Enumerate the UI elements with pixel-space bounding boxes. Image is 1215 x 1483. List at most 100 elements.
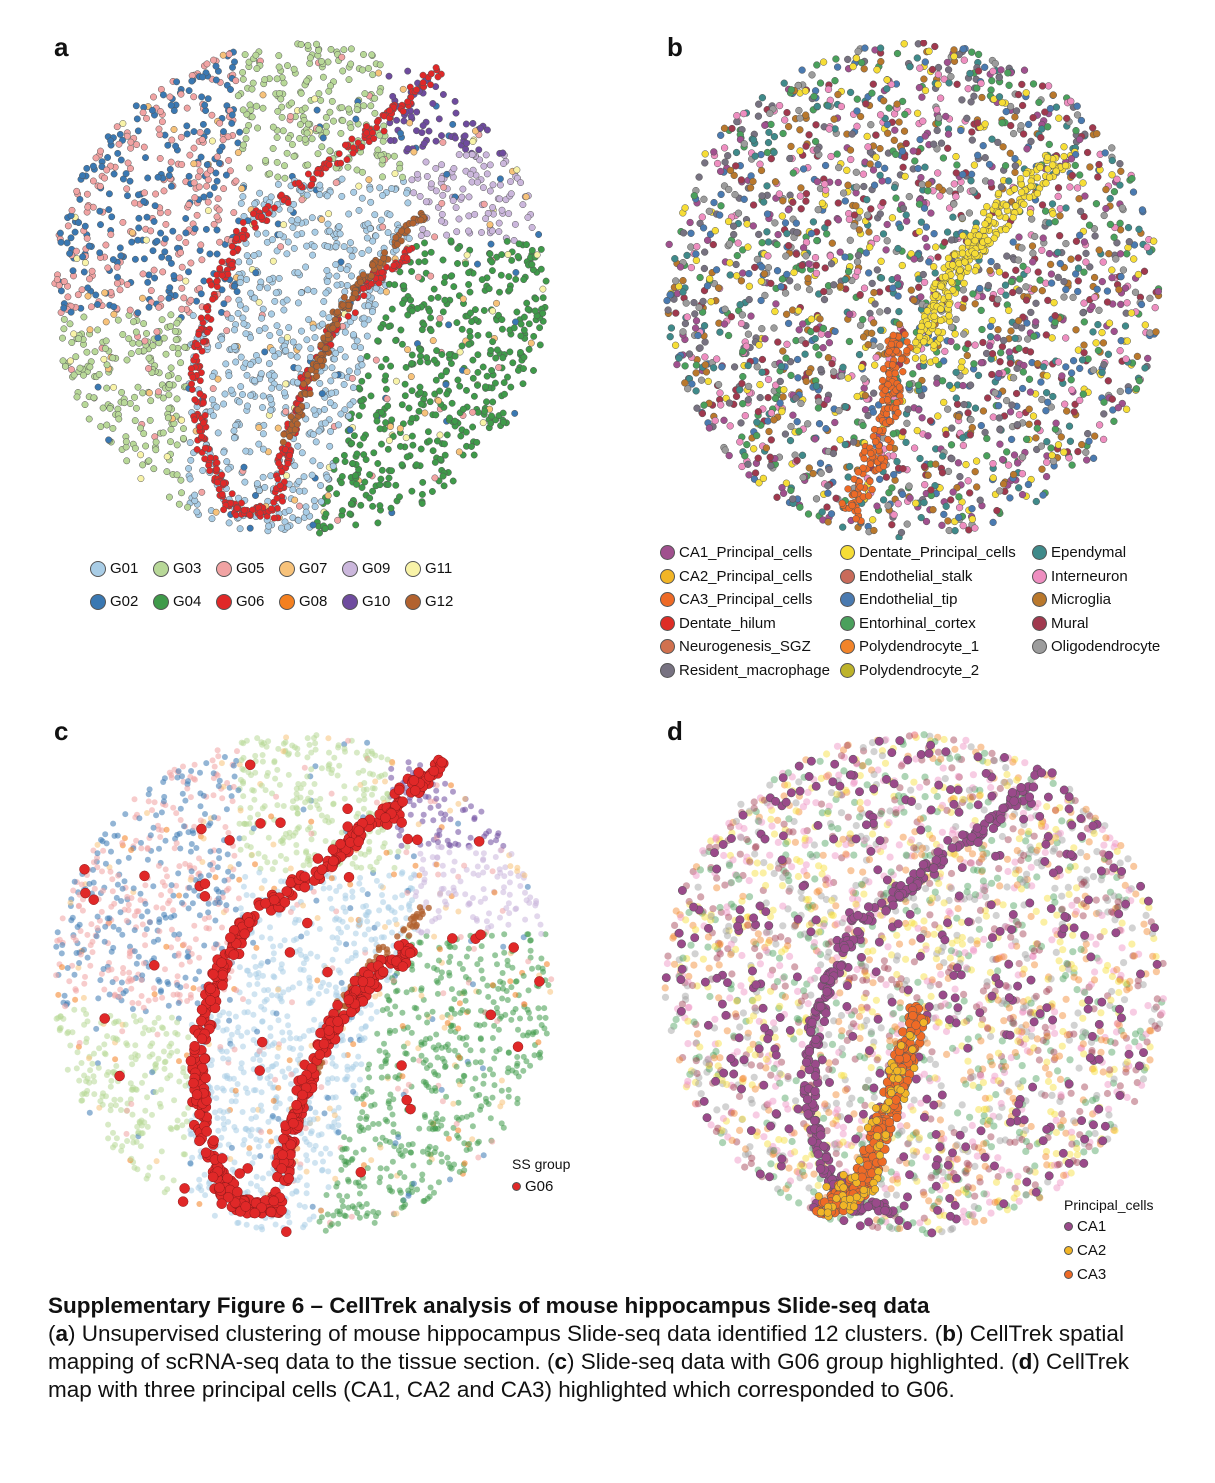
cell-point-interneuron xyxy=(951,181,958,188)
cell-point-g04 xyxy=(349,440,355,446)
cell-point-g12 xyxy=(317,357,323,363)
cell-point-resident-macrophage xyxy=(665,307,672,314)
cell-point-microglia xyxy=(1008,328,1015,335)
cell-point-interneuron xyxy=(865,144,872,151)
cell-point-endothelial-tip xyxy=(1038,379,1045,386)
cell-point-microglia xyxy=(831,116,838,123)
cell-point-mural xyxy=(873,132,880,139)
cell-point-resident-macrophage xyxy=(691,299,698,306)
cell-point-entorhinal-cortex xyxy=(834,151,841,158)
cell-point-dentate-principal-cells xyxy=(1142,322,1149,329)
cell-point-ependymal xyxy=(1079,357,1086,364)
cell-point-g05 xyxy=(177,249,183,255)
cell-point-g04 xyxy=(499,316,505,322)
cell-point-g04 xyxy=(399,341,405,347)
cell-point-g01 xyxy=(268,194,274,200)
cell-point-g03 xyxy=(328,46,334,52)
cell-point-dentate-principal-cells xyxy=(971,162,978,169)
cell-point-interneuron xyxy=(721,145,728,152)
cell-point-ependymal xyxy=(903,212,910,219)
cell-point-dentate-principal-cells xyxy=(705,378,712,385)
cell-point-g01 xyxy=(281,390,287,396)
cell-point-g02 xyxy=(192,226,198,232)
cell-point-g06 xyxy=(400,108,406,114)
cell-point-g03 xyxy=(339,104,345,110)
cell-point-ependymal xyxy=(967,70,974,77)
cell-point-g03 xyxy=(131,394,137,400)
cell-point-interneuron xyxy=(797,193,804,200)
cell-point-endothelial-tip xyxy=(1090,455,1097,462)
cell-point-entorhinal-cortex xyxy=(832,77,839,84)
cell-point-oligodendrocyte xyxy=(1019,245,1026,252)
cell-point-microglia xyxy=(702,361,709,368)
cell-point-entorhinal-cortex xyxy=(691,192,698,199)
cell-point-g01 xyxy=(268,311,274,317)
cell-point-g06 xyxy=(420,80,426,86)
cell-point-g09 xyxy=(481,163,487,169)
cell-point-microglia xyxy=(896,119,903,126)
cell-point-g11 xyxy=(183,278,189,284)
cell-point-dentate-principal-cells xyxy=(878,258,885,265)
cell-point-g07 xyxy=(275,425,281,431)
cell-point-oligodendrocyte xyxy=(853,184,860,191)
cell-point-g10 xyxy=(500,150,506,156)
cell-point-g06 xyxy=(198,433,204,439)
cell-point-interneuron xyxy=(891,511,898,518)
cell-point-g03 xyxy=(302,105,308,111)
cell-point-g06 xyxy=(197,391,203,397)
cell-point-g03 xyxy=(167,323,173,329)
cell-point-dentate-principal-cells xyxy=(802,88,809,95)
cell-point-endothelial-tip xyxy=(974,152,981,159)
cell-point-interneuron xyxy=(713,356,720,363)
cell-point-microglia xyxy=(1068,256,1075,263)
cell-point-ependymal xyxy=(737,301,744,308)
cell-point-g06 xyxy=(268,506,274,512)
cell-point-endothelial-tip xyxy=(667,292,674,299)
cell-point-mural xyxy=(768,155,775,162)
cell-point-entorhinal-cortex xyxy=(971,360,978,367)
cell-point-g05 xyxy=(151,267,157,273)
cell-point-g06 xyxy=(214,460,220,466)
cell-point-entorhinal-cortex xyxy=(1107,221,1114,228)
cell-point-g07 xyxy=(129,230,135,236)
cell-point-g03 xyxy=(254,125,260,131)
cell-point-g09 xyxy=(424,231,430,237)
cell-point-g05 xyxy=(481,201,487,207)
cell-point-g04 xyxy=(518,321,524,327)
cell-point-g09 xyxy=(508,191,514,197)
cell-point-oligodendrocyte xyxy=(953,316,960,323)
cell-point-g01 xyxy=(259,404,265,410)
cell-point-g11 xyxy=(137,452,143,458)
cell-point-g03 xyxy=(298,90,304,96)
cell-point-g01 xyxy=(258,279,264,285)
cell-point-endothelial-tip xyxy=(978,422,985,429)
cell-point-g04 xyxy=(436,321,442,327)
cell-point-ependymal xyxy=(1002,282,1009,289)
cell-point-g09 xyxy=(454,229,460,235)
cell-point-oligodendrocyte xyxy=(1018,122,1025,129)
cell-point-g06 xyxy=(251,220,257,226)
cell-point-interneuron xyxy=(776,102,783,109)
cell-point-dentate-principal-cells xyxy=(990,475,997,482)
cell-point-microglia xyxy=(896,321,903,328)
cell-point-ependymal xyxy=(1043,389,1050,396)
cell-point-g03 xyxy=(159,317,165,323)
cell-point-ependymal xyxy=(684,252,691,259)
cell-point-g05 xyxy=(469,409,475,415)
cell-point-g03 xyxy=(163,351,169,357)
cell-point-g02 xyxy=(198,94,204,100)
cell-point-g03 xyxy=(123,439,129,445)
cell-point-g01 xyxy=(328,378,334,384)
cell-point-g11 xyxy=(280,222,286,228)
cell-point-entorhinal-cortex xyxy=(975,51,982,58)
cell-point-g06 xyxy=(204,329,210,335)
cell-point-g04 xyxy=(379,467,385,473)
cell-point-dentate-principal-cells xyxy=(899,262,906,269)
cell-point-g06 xyxy=(427,82,433,88)
cell-point-g09 xyxy=(467,171,473,177)
cell-point-g04 xyxy=(375,460,381,466)
cell-point-g10 xyxy=(470,120,476,126)
cell-point-g02 xyxy=(97,221,103,227)
cell-point-oligodendrocyte xyxy=(1090,367,1097,374)
cell-point-entorhinal-cortex xyxy=(979,326,986,333)
